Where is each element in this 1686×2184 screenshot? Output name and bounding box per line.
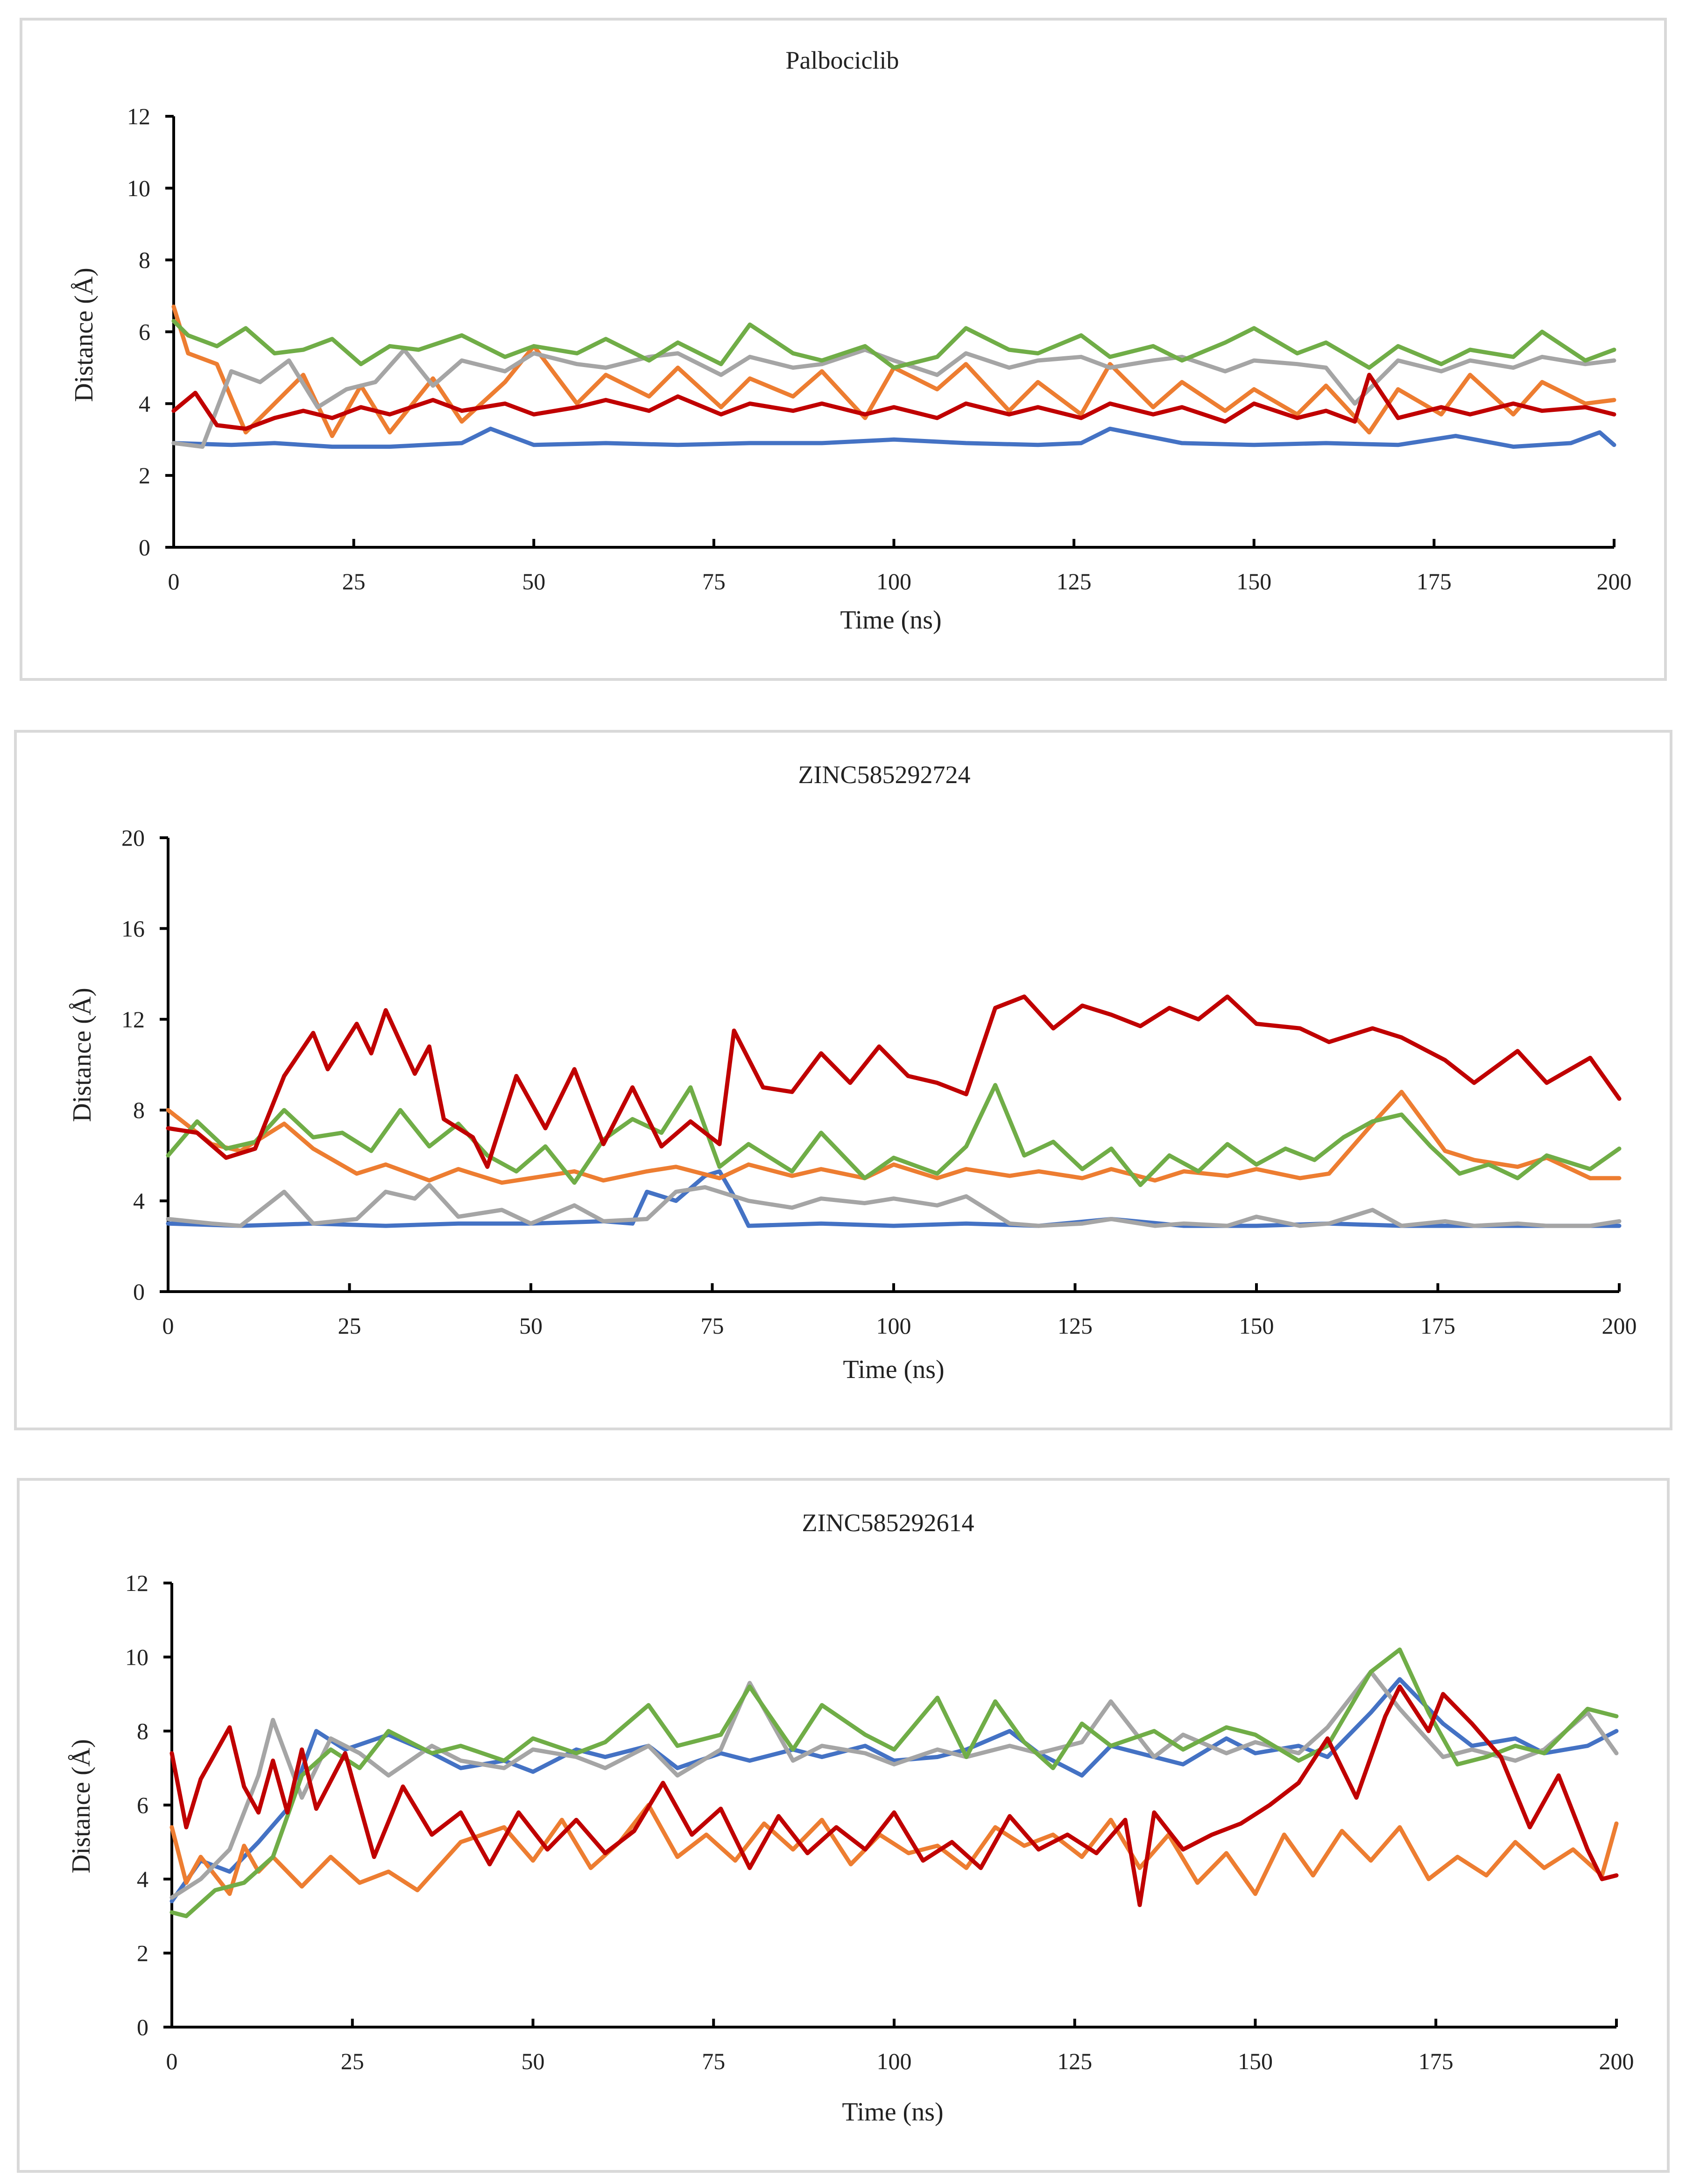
y-tick-label: 4 [139,390,150,417]
series-line-1 [169,1677,1619,1903]
chart-panel-zinc585292614: ZINC585292614 0 2 4 6 8 10 12 0 25 50 75 100 125 150 1… [17,1478,1670,2173]
x-tick-label: 150 [1238,2048,1273,2074]
chart-title: ZINC585292724 [798,761,971,789]
y-tick-label: 8 [139,247,150,273]
x-tick-label: 25 [341,2048,364,2074]
x-axis-label: Time (ns) [842,2098,943,2127]
x-tick-label: 200 [1597,568,1632,594]
series-line-3 [166,1183,1622,1228]
series-line-2 [169,1803,1619,1896]
y-tick-label: 12 [121,1006,145,1032]
y-axis-label: Distance (Å) [67,1739,96,1873]
x-tick-label: 125 [1057,568,1092,594]
x-tick-label: 100 [876,1313,911,1339]
x-tick-label: 50 [522,2048,545,2074]
x-tick-label: 50 [522,568,545,594]
y-tick-label: 20 [121,825,145,851]
x-tick-label: 50 [519,1313,543,1339]
x-tick-label: 175 [1418,2048,1453,2074]
series-line-5 [171,373,1616,431]
y-tick-label: 0 [133,1279,145,1305]
x-tick-label: 75 [702,2048,725,2074]
series-line-3 [169,1669,1619,1900]
y-axis-label: Distance (Å) [68,988,97,1122]
y-tick-label: 12 [125,1570,148,1596]
y-tick-label: 2 [139,462,150,488]
x-axis-label: Time (ns) [843,1355,944,1384]
y-tick-label: 12 [127,103,150,129]
x-tick-label: 100 [877,2048,912,2074]
x-tick-label: 175 [1420,1313,1455,1339]
x-tick-label: 0 [166,2048,178,2074]
x-axis-label: Time (ns) [840,606,941,635]
chart-zinc585292614: ZINC585292614 0 2 4 6 8 10 12 0 25 50 75 100 125 150 1… [67,1509,1634,2127]
series-line-2 [166,1089,1622,1185]
chart-panel-palbociclib: Palbociclib 0 2 4 6 8 10 12 0 25 50 75 100 125 150 175… [20,18,1667,681]
series-line-4 [171,318,1616,370]
y-tick-label: 8 [133,1097,145,1123]
x-tick-label: 0 [162,1313,174,1339]
x-tick-label: 100 [876,568,911,594]
y-tick-label: 4 [137,1866,148,1892]
y-tick-label: 6 [137,1792,148,1818]
y-tick-label: 8 [137,1718,148,1744]
x-tick-label: 25 [342,568,366,594]
x-tick-label: 25 [338,1313,361,1339]
series-line-5 [166,994,1622,1169]
x-tick-label: 125 [1057,2048,1092,2074]
series-line-4 [169,1647,1619,1918]
x-tick-label: 150 [1236,568,1271,594]
y-tick-label: 2 [137,1940,148,1966]
chart-palbociclib: Palbociclib 0 2 4 6 8 10 12 0 25 50 75 100 125 150 175… [70,46,1632,635]
x-tick-label: 200 [1599,2048,1634,2074]
x-tick-label: 175 [1417,568,1452,594]
y-axis-label: Distance (Å) [70,268,99,402]
x-tick-label: 200 [1602,1313,1637,1339]
y-tick-label: 10 [125,1644,148,1670]
x-tick-label: 125 [1058,1313,1093,1339]
series-line-3 [171,347,1616,449]
chart-panel-zinc585292724: ZINC585292724 0 4 8 12 16 20 0 25 50 75 100 125 150 1… [14,730,1672,1430]
x-tick-label: 75 [702,568,726,594]
x-tick-label: 75 [701,1313,724,1339]
y-tick-label: 4 [133,1188,145,1214]
y-tick-label: 10 [127,175,150,201]
chart-title: ZINC585292614 [802,1509,974,1537]
y-tick-label: 0 [139,534,150,560]
series-line-4 [166,1083,1622,1187]
y-tick-label: 6 [139,319,150,345]
y-tick-label: 0 [137,2014,148,2040]
x-tick-label: 0 [168,568,180,594]
y-tick-label: 16 [121,915,145,941]
series-line-5 [169,1684,1619,1907]
x-tick-label: 150 [1239,1313,1274,1339]
series-line-1 [171,426,1616,449]
chart-title: Palbociclib [786,46,899,74]
